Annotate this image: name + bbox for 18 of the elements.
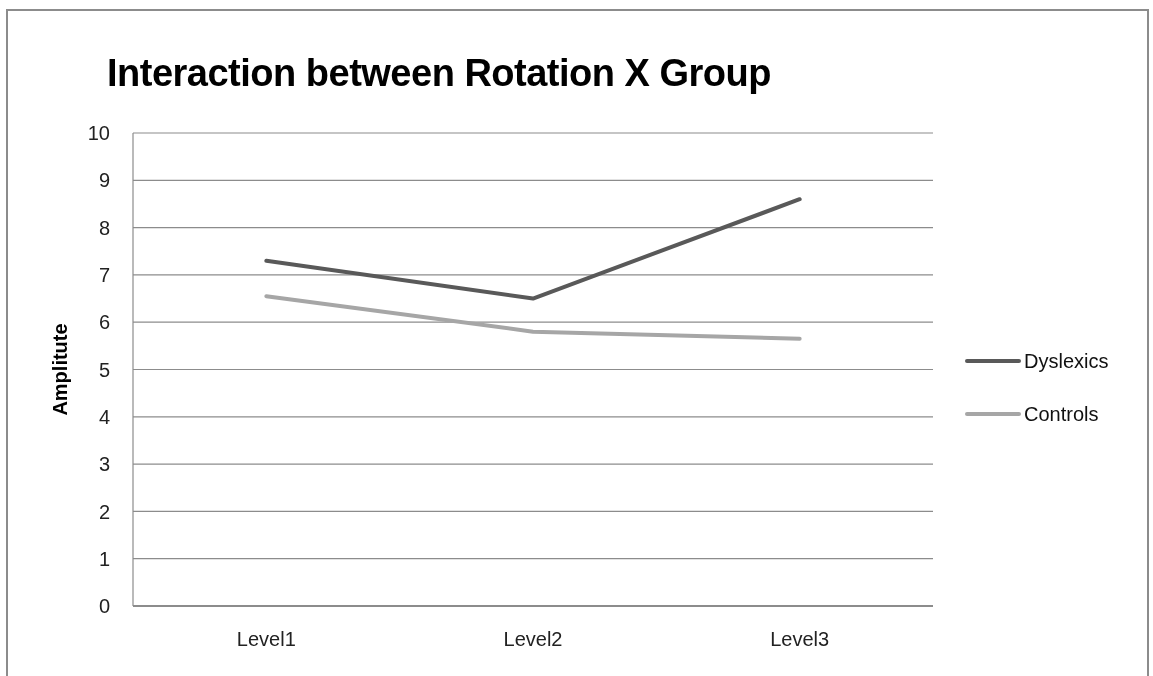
y-tick-label: 3 xyxy=(98,453,110,476)
y-tick-label: 4 xyxy=(98,405,110,428)
x-tick-label: Level2 xyxy=(503,628,563,651)
x-tick-label: Level3 xyxy=(770,628,830,651)
y-tick-label: 2 xyxy=(98,500,110,523)
y-tick-label: 6 xyxy=(98,311,110,334)
y-tick-label: 9 xyxy=(98,169,110,192)
y-tick-label: 8 xyxy=(98,216,110,239)
x-tick-label: Level1 xyxy=(236,628,296,651)
y-tick-label: 1 xyxy=(98,547,110,570)
legend-label: Dyslexics xyxy=(1024,349,1109,373)
y-tick-label: 7 xyxy=(98,264,110,286)
y-tick-label: 5 xyxy=(98,358,110,381)
y-tick-label: 0 xyxy=(98,595,110,618)
y-axis-title: Amplitute xyxy=(49,323,71,416)
y-tick-label: 10 xyxy=(87,122,110,145)
chart-title: Interaction between Rotation X Group xyxy=(107,51,771,96)
legend-label: Controls xyxy=(1024,402,1099,426)
